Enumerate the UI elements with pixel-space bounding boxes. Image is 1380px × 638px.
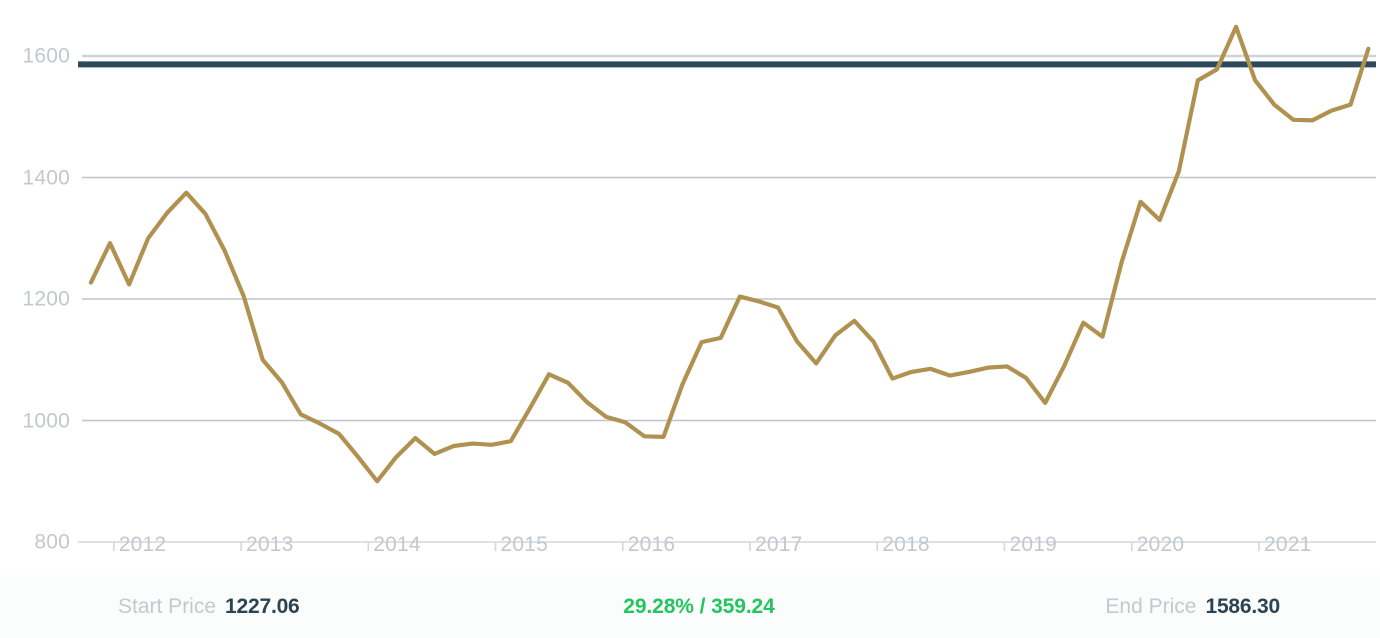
end-price-label: End Price <box>1105 594 1197 618</box>
x-tick-label-2016: 2016 <box>627 533 676 556</box>
percent-change-value: 29.28% / 359.24 <box>623 594 775 618</box>
y-tick-label-1400: 1400 <box>22 166 70 189</box>
y-tick-label-1000: 1000 <box>22 409 70 432</box>
x-tick-label-2019: 2019 <box>1009 533 1057 556</box>
price-line <box>88 24 1371 484</box>
gridlines-group <box>82 54 1376 422</box>
x-tick-label-2012: 2012 <box>118 533 167 556</box>
x-axis-labels: 2012 2013 2014 2015 2016 2017 2018 2019 2020 2021 <box>118 533 1312 556</box>
y-tick-label-1200: 1200 <box>22 287 70 311</box>
y-tick-label-800: 800 <box>34 530 70 554</box>
end-price-value: 1586.30 <box>1205 594 1280 618</box>
x-tick-label-2014: 2014 <box>373 533 421 556</box>
price-line-chart-svg <box>78 24 1376 551</box>
change-stat: 29.28% / 359.24 <box>505 595 892 619</box>
x-tick-label-2015: 2015 <box>500 533 549 556</box>
x-axis-tickmarks-group <box>113 542 1260 551</box>
x-tick-label-2017: 2017 <box>754 533 803 556</box>
start-price-value: 1227.06 <box>225 594 300 618</box>
chart-plot-area[interactable]: 1600 1400 1200 1000 800 2012 2013 2014 2015 2016… <box>0 0 1380 575</box>
start-price-label: Start Price <box>118 594 217 618</box>
y-axis-labels: 1600 1400 1200 1000 800 <box>0 0 70 575</box>
x-tick-label-2021: 2021 <box>1263 533 1312 556</box>
end-price-stat: End Price 1586.30 <box>893 595 1380 619</box>
x-tick-label-2020: 2020 <box>1136 533 1185 556</box>
x-tick-label-2013: 2013 <box>246 533 294 556</box>
chart-footer-stats: Start Price 1227.06 29.28% / 359.24 End … <box>0 575 1380 638</box>
price-series-group <box>88 24 1371 484</box>
x-tick-label-2018: 2018 <box>882 533 930 556</box>
y-tick-label-1600: 1600 <box>22 44 70 68</box>
start-price-stat: Start Price 1227.06 <box>0 595 505 619</box>
